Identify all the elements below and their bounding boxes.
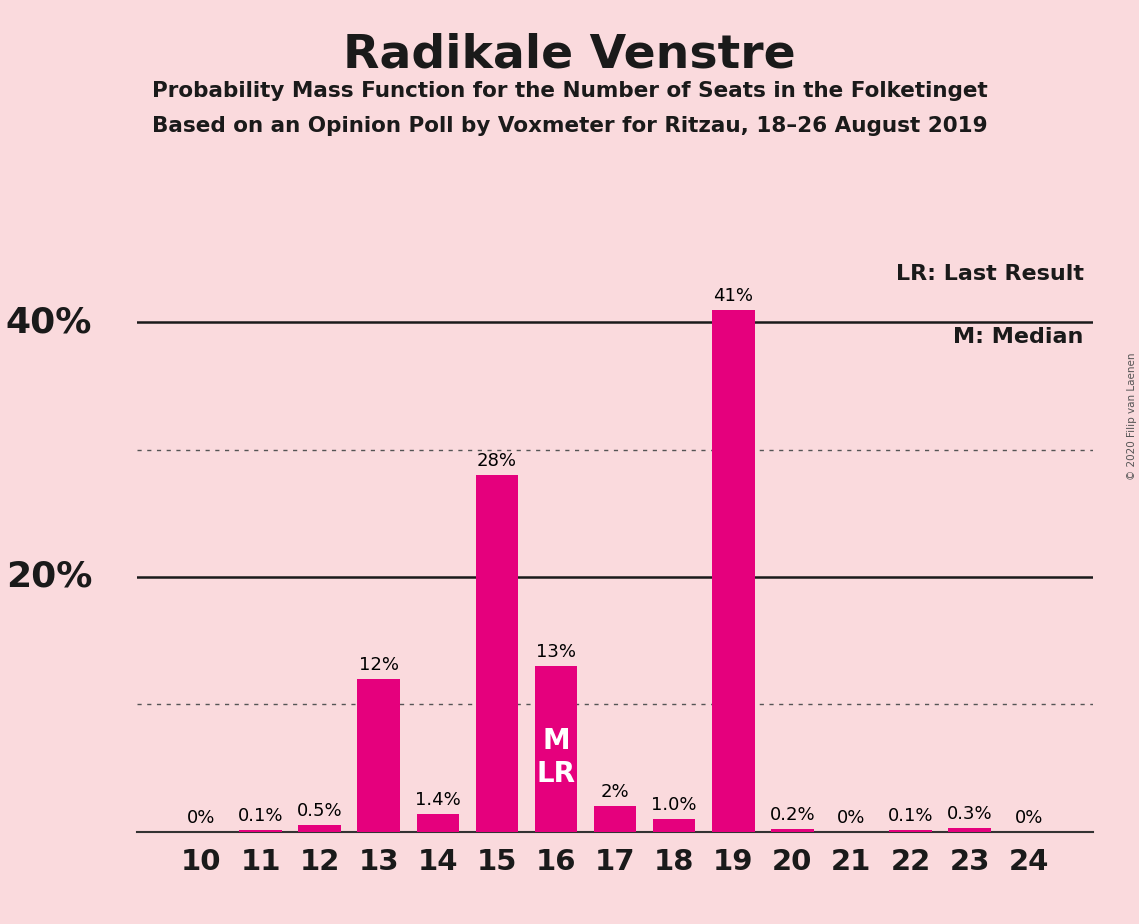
Text: M: Median: M: Median — [953, 327, 1084, 347]
Bar — [298, 825, 341, 832]
Text: 0.3%: 0.3% — [947, 805, 992, 822]
Text: 0.1%: 0.1% — [887, 808, 933, 825]
Text: 41%: 41% — [713, 286, 753, 305]
Text: 12%: 12% — [359, 656, 399, 674]
Bar — [417, 814, 459, 832]
Text: 0.2%: 0.2% — [770, 806, 816, 824]
Text: Probability Mass Function for the Number of Seats in the Folketinget: Probability Mass Function for the Number… — [151, 81, 988, 102]
Bar — [239, 831, 281, 832]
Bar — [712, 310, 754, 832]
Text: M: M — [542, 726, 570, 755]
Text: 0.1%: 0.1% — [238, 808, 284, 825]
Text: 2%: 2% — [600, 783, 630, 801]
Text: © 2020 Filip van Laenen: © 2020 Filip van Laenen — [1126, 352, 1137, 480]
Text: 1.4%: 1.4% — [415, 791, 460, 808]
Text: 0%: 0% — [1015, 808, 1043, 826]
Bar — [476, 475, 518, 832]
Text: LR: LR — [536, 760, 575, 787]
Bar — [949, 828, 991, 832]
Text: 40%: 40% — [6, 305, 92, 339]
Bar — [593, 806, 637, 832]
Bar — [653, 819, 696, 832]
Bar — [534, 666, 577, 832]
Text: 13%: 13% — [536, 643, 576, 661]
Text: 20%: 20% — [6, 560, 92, 594]
Text: 28%: 28% — [477, 452, 517, 470]
Text: 1.0%: 1.0% — [652, 796, 697, 814]
Text: Based on an Opinion Poll by Voxmeter for Ritzau, 18–26 August 2019: Based on an Opinion Poll by Voxmeter for… — [151, 116, 988, 136]
Text: Radikale Venstre: Radikale Venstre — [343, 32, 796, 78]
Text: 0%: 0% — [837, 808, 866, 826]
Text: 0%: 0% — [187, 808, 215, 826]
Bar — [358, 679, 400, 832]
Text: LR: Last Result: LR: Last Result — [896, 264, 1084, 285]
Text: 0.5%: 0.5% — [297, 802, 343, 821]
Bar — [771, 829, 813, 832]
Bar — [890, 831, 932, 832]
